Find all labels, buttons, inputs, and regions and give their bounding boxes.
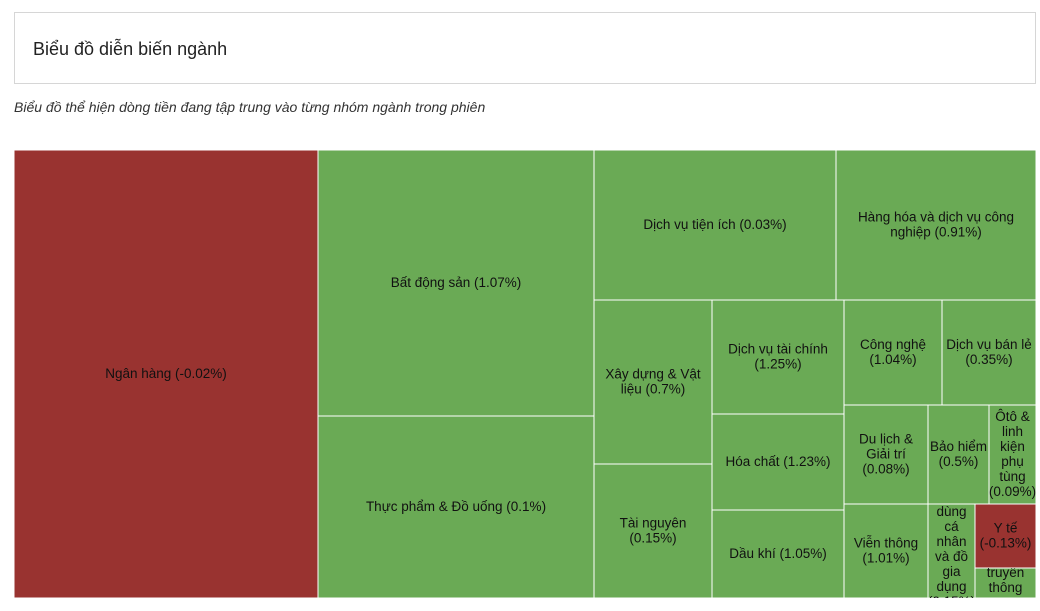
treemap-tile-rect <box>974 567 1036 598</box>
treemap-tile-label: Hàng hóa và dịch vụ công nghiệp (0.91%) <box>858 210 1014 240</box>
treemap-tile-rect <box>317 150 595 417</box>
treemap-tile[interactable]: Hóa chất (1.23%) <box>711 413 845 511</box>
treemap-tile-label: Hóa chất (1.23%) <box>725 454 830 469</box>
treemap-tile-rect <box>14 150 319 598</box>
treemap-tile[interactable]: Du lịch & Giải trí (0.08%) <box>843 404 929 505</box>
treemap-tile-label: Dịch vụ tài chính (1.25%) <box>728 342 828 372</box>
treemap-tile[interactable]: Tài nguyên (0.15%) <box>593 463 713 598</box>
treemap-tile[interactable]: Hàng hóa và dịch vụ công nghiệp (0.91%) <box>835 150 1036 301</box>
treemap-tile-label: Thực phẩm & Đồ uống (0.1%) <box>366 499 546 514</box>
treemap-tile[interactable]: Bảo hiểm (0.5%) <box>927 404 990 505</box>
treemap-tile[interactable]: Dịch vụ tài chính (1.25%) <box>711 299 845 415</box>
chart-title: Biểu đồ diễn biến ngành <box>33 39 228 59</box>
treemap-tile-rect <box>593 299 713 465</box>
treemap-tile-label: Viễn thông (1.01%) <box>854 536 918 566</box>
treemap-tile[interactable]: tiệntruyềnthông <box>974 550 1036 598</box>
treemap-tile-label: Du lịch & Giải trí (0.08%) <box>859 432 913 477</box>
treemap-tile[interactable]: Dịch vụ tiện ích (0.03%) <box>593 150 837 301</box>
treemap-tile-label: tiệntruyềnthông <box>987 550 1025 595</box>
treemap-tile-rect <box>843 404 929 505</box>
treemap-tile-rect <box>317 415 595 598</box>
treemap-tile-rect <box>927 503 976 598</box>
treemap-tile-rect <box>974 503 1036 569</box>
chart-title-box: Biểu đồ diễn biến ngành <box>14 12 1036 84</box>
treemap-tile-label: Y tế (-0.13%) <box>980 521 1032 551</box>
treemap-tile[interactable]: Viễn thông (1.01%) <box>843 503 929 598</box>
treemap-tile-label: Bất động sản (1.07%) <box>391 275 522 290</box>
treemap-tile[interactable]: Ngân hàng (-0.02%) <box>14 150 319 598</box>
sector-treemap: Ngân hàng (-0.02%) Bất động sản (1.07%) Th… <box>14 150 1036 598</box>
treemap-tile-rect <box>843 503 929 598</box>
treemap-tile[interactable]: Dầu khí (1.05%) <box>711 509 845 598</box>
chart-subtitle: Biểu đồ thể hiện dòng tiền đang tập trun… <box>14 99 486 115</box>
treemap-tile-label: Xây dựng & Vật liệu (0.7%) <box>605 367 701 397</box>
treemap-tile[interactable]: Xây dựng & Vật liệu (0.7%) <box>593 299 713 465</box>
treemap-tile-rect <box>593 150 837 301</box>
treemap-tile-rect <box>843 299 943 406</box>
treemap-tile-rect <box>835 150 1036 301</box>
treemap-tile-rect <box>988 404 1036 505</box>
treemap-tile-label: Tài nguyên (0.15%) <box>620 516 687 546</box>
treemap-tile-rect <box>941 299 1036 406</box>
treemap-tile[interactable]: Thực phẩm & Đồ uống (0.1%) <box>317 415 595 598</box>
treemap-tile-label: Dầu khí (1.05%) <box>729 546 827 561</box>
treemap-tile[interactable]: Bất động sản (1.07%) <box>317 150 595 417</box>
treemap-tile-rect <box>711 413 845 511</box>
treemap-tile-label: Công nghệ (1.04%) <box>860 337 926 367</box>
treemap-tile-rect <box>711 299 845 415</box>
treemap-tile-label: Bảo hiểm (0.5%) <box>930 439 987 469</box>
treemap-tile[interactable]: Dịch vụ bán lẻ (0.35%) <box>941 299 1036 406</box>
treemap-tile-label: Ngân hàng (-0.02%) <box>105 366 227 381</box>
treemap-tile[interactable]: Công nghệ (1.04%) <box>843 299 943 406</box>
treemap-tile-label: Dịch vụ tiện ích (0.03%) <box>643 217 786 232</box>
treemap-svg: Ngân hàng (-0.02%) Bất động sản (1.07%) Th… <box>14 150 1036 598</box>
treemap-tile-label: Dịch vụ bán lẻ (0.35%) <box>946 337 1032 367</box>
treemap-tile[interactable]: Y tế (-0.13%) <box>974 503 1036 569</box>
treemap-tile-label: Ôtô & linh kiện phụ tùng (0.09%) <box>989 409 1036 499</box>
treemap-tile[interactable]: Ôtô & linh kiện phụ tùng (0.09%) <box>988 404 1036 505</box>
